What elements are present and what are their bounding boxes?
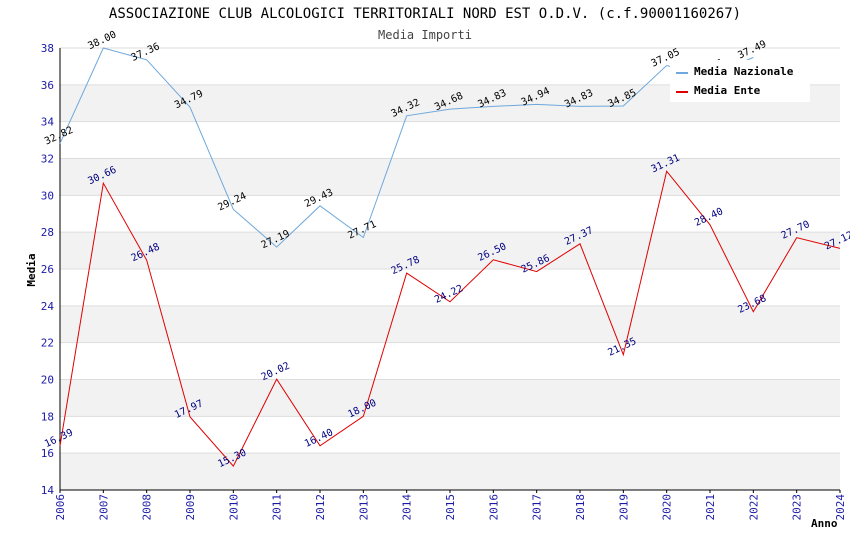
x-tick-label: 2015 [444,494,457,521]
y-tick-label: 24 [41,300,55,313]
y-tick-label: 36 [41,79,54,92]
x-tick-label: 2011 [271,494,284,521]
x-tick-label: 2016 [487,494,500,521]
grid-bands [60,84,840,490]
series-line-media-ente [59,170,841,467]
x-axis-label: Anno [811,517,838,530]
grid-band [60,453,840,490]
grid-band [60,379,840,417]
x-tick-label: 2022 [747,494,760,521]
series-line-media-nazionale [59,47,754,248]
y-axis-label: Media [25,253,38,286]
x-ticks: 2006 2007 2008 2009 2010 2011 2012 2013 2014 2015… [54,490,847,521]
grid-band [60,158,840,196]
x-tick-label: 2024 [834,494,847,521]
grid-band [60,305,840,343]
y-tick-label: 20 [41,374,54,387]
legend-label-media-ente: Media Ente [694,84,761,97]
y-tick-label: 22 [41,337,54,350]
chart-title: ASSOCIAZIONE CLUB ALCOLOGICI TERRITORIAL… [109,6,741,22]
x-tick-label: 2018 [574,494,587,521]
x-tick-label: 2023 [791,494,804,521]
y-tick-label: 38 [41,42,54,55]
y-tick-label: 26 [41,263,54,276]
y-tick-label: 28 [41,226,54,239]
x-tick-label: 2017 [531,494,544,521]
data-label: 24.22 [433,283,465,306]
x-tick-label: 2010 [227,494,240,521]
y-tick-label: 34 [41,116,55,129]
x-tick-label: 2008 [141,494,154,521]
y-ticks: 14 16 18 20 22 24 26 28 30 32 34 36 38 [41,42,55,497]
series-lines [59,47,841,467]
x-tick-label: 2013 [357,494,370,521]
x-tick-label: 2021 [704,494,717,521]
x-tick-label: 2006 [54,494,67,521]
y-tick-label: 18 [41,410,54,423]
x-tick-label: 2014 [401,494,414,521]
legend-label-media-nazionale: Media Nazionale [694,65,794,78]
x-tick-label: 2019 [617,494,630,521]
y-tick-label: 16 [41,447,54,460]
data-label: 16.40 [303,427,335,450]
legend-box [670,60,810,102]
legend: Media Nazionale Media Ente [670,60,810,102]
grid-band [60,232,840,269]
x-tick-label: 2012 [314,494,327,521]
y-tick-label: 32 [41,153,54,166]
data-label: 37.36 [130,41,162,64]
x-tick-label: 2009 [184,494,197,521]
y-tick-label: 14 [41,484,55,497]
chart-subtitle: Media Importi [378,28,472,42]
data-label: 16.39 [43,427,75,450]
y-tick-label: 30 [41,189,54,202]
x-tick-label: 2007 [97,494,110,521]
x-tick-label: 2020 [661,494,674,521]
data-label: 38.00 [86,29,118,52]
